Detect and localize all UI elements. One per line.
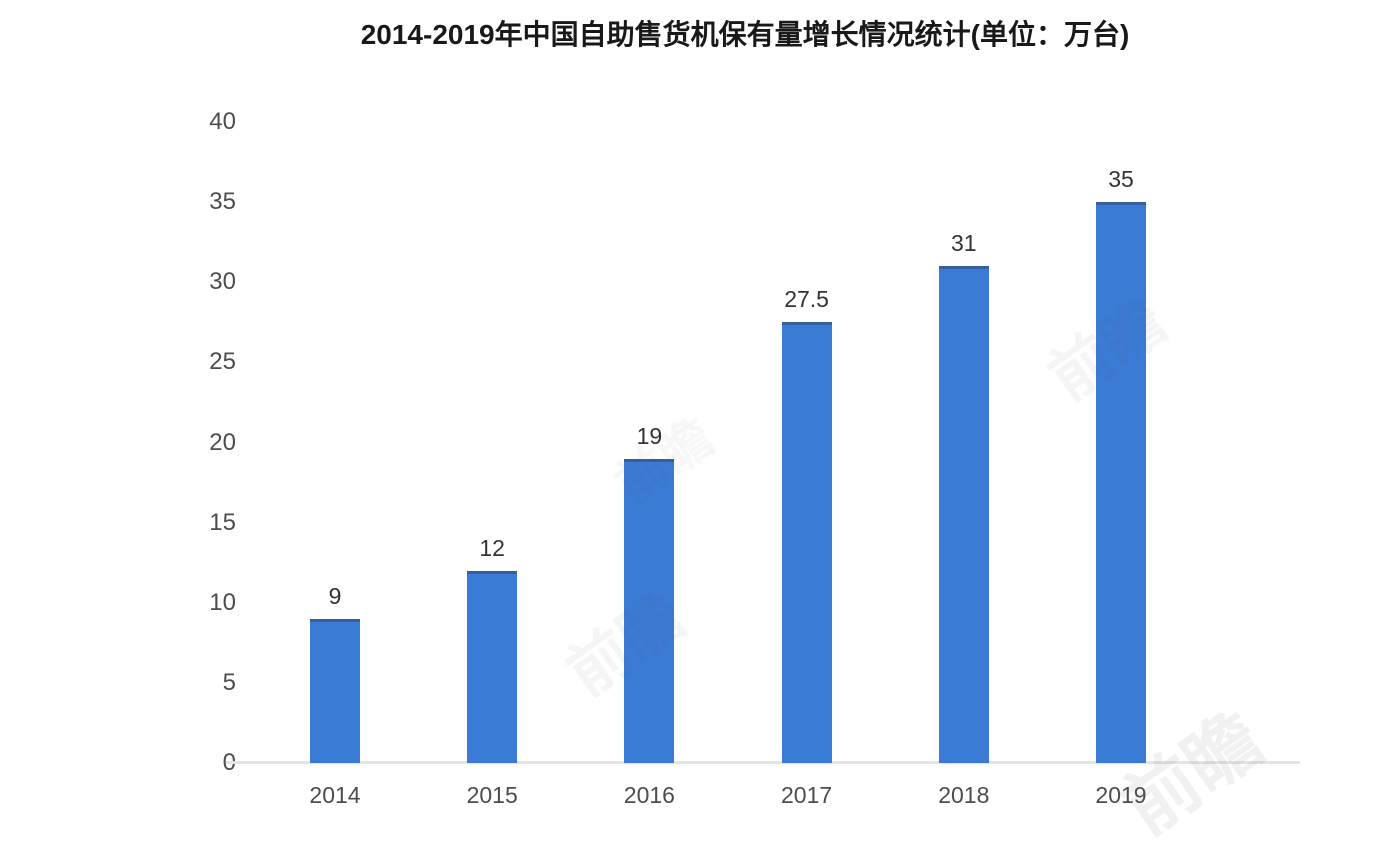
y-tick-label: 15 [209, 508, 236, 536]
y-tick-label: 0 [156, 750, 236, 776]
y-tick-label: 20 [209, 428, 236, 456]
y-tick-label: 40 [209, 108, 236, 135]
bar-2015 [467, 570, 518, 763]
y-tick-label: 35 [209, 188, 236, 216]
bar-2017 [781, 322, 832, 763]
bar-value-label: 9 [328, 582, 342, 609]
x-tick-label: 2017 [781, 782, 833, 808]
chart-title: 2014-2019年中国自助售货机保有量增长情况统计(单位：万台) [360, 19, 1130, 50]
x-tick-label: 2018 [938, 782, 990, 808]
bar-value-label: 27.5 [784, 286, 829, 313]
chart-canvas: 2014-2019年中国自助售货机保有量增长情况统计(单位：万台) 0 5 10 15… [156, 19, 1300, 850]
watermark: 前瞻 [545, 568, 698, 713]
x-tick-label: 2019 [1095, 782, 1147, 808]
bar-value-label: 12 [479, 534, 505, 561]
bar-2014 [310, 618, 360, 763]
x-tick-label: 2016 [623, 782, 675, 808]
bar-2016 [624, 458, 675, 763]
y-tick-label: 10 [209, 588, 236, 616]
bar-value-label: 35 [1108, 166, 1134, 193]
y-tick-label: 25 [209, 348, 236, 376]
bar-2019 [1096, 202, 1146, 763]
x-tick-label: 2014 [309, 782, 361, 808]
y-tick-label: 30 [209, 268, 236, 296]
bar-value-label: 19 [636, 422, 663, 449]
bar-2018 [938, 266, 989, 763]
y-tick-label: 5 [222, 668, 236, 696]
x-axis-line [226, 761, 1300, 764]
x-tick-label: 2015 [466, 782, 518, 808]
bar-value-label: 31 [951, 230, 977, 257]
